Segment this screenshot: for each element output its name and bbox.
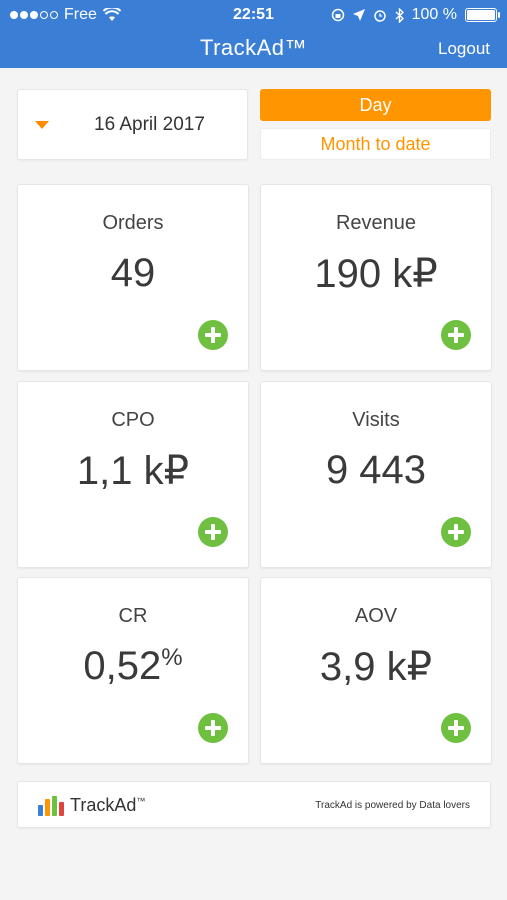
- status-right: 100 %: [331, 6, 500, 24]
- metric-value: 1,1 k₽: [76, 449, 190, 493]
- metric-value-wrap: 0,52%: [18, 644, 248, 689]
- alarm-icon: [373, 10, 386, 22]
- status-bar: Free 22:51 100 %: [0, 0, 507, 30]
- metric-value: 9 443: [325, 448, 427, 492]
- trackad-logo: TrackAd™: [38, 795, 145, 816]
- footer-brand-tm: ™: [136, 796, 146, 806]
- metric-label: CR: [118, 605, 148, 627]
- app-header: Free 22:51 100 %: [0, 0, 507, 68]
- metric-card-cr: CR 0,52%: [17, 577, 249, 764]
- day-button[interactable]: Day: [260, 89, 491, 121]
- date-picker[interactable]: 16 April 2017: [17, 89, 248, 160]
- battery-percent: 100 %: [411, 6, 457, 23]
- footer-banner: TrackAd™ TrackAd is powered by Data love…: [17, 781, 491, 828]
- metric-card-visits: Visits 9 443: [260, 381, 492, 568]
- metric-value: 0,52: [83, 644, 162, 688]
- powered-by-text: TrackAd is powered by Data lovers: [315, 800, 470, 811]
- status-time: 22:51: [233, 6, 274, 23]
- bluetooth-icon: [395, 7, 404, 23]
- rotation-lock-icon: [331, 8, 344, 22]
- wifi-icon: [102, 8, 121, 21]
- status-left: Free: [10, 6, 121, 24]
- plus-circle-icon[interactable]: [198, 517, 228, 547]
- logout-button[interactable]: Logout: [438, 39, 490, 58]
- caret-down-icon: [35, 121, 49, 129]
- metric-value: 3,9 k₽: [319, 645, 433, 689]
- plus-circle-icon[interactable]: [198, 320, 228, 350]
- location-arrow-icon: [352, 9, 365, 21]
- plus-circle-icon[interactable]: [441, 713, 471, 743]
- selected-date: 16 April 2017: [94, 114, 205, 135]
- metric-label: CPO: [111, 409, 155, 431]
- metric-value: 49: [110, 251, 156, 295]
- battery-icon: [465, 8, 500, 22]
- plus-circle-icon[interactable]: [198, 713, 228, 743]
- metric-label: Orders: [102, 212, 164, 234]
- metric-value: 190 k₽: [314, 252, 438, 296]
- footer-brand: TrackAd™: [70, 795, 145, 816]
- metric-card-cpo: CPO 1,1 k₽: [17, 381, 249, 568]
- metric-label: Revenue: [335, 212, 417, 234]
- signal-icon: [10, 11, 58, 19]
- month-to-date-button[interactable]: Month to date: [260, 128, 491, 160]
- metric-card-orders: Orders 49: [17, 184, 249, 371]
- plus-circle-icon[interactable]: [441, 320, 471, 350]
- metric-label: AOV: [354, 605, 398, 627]
- app-title: TrackAd™: [199, 35, 308, 60]
- carrier-name: Free: [64, 6, 97, 23]
- footer-brand-text: TrackAd: [70, 795, 137, 815]
- bar-chart-logo-icon: [38, 796, 64, 816]
- metric-card-revenue: Revenue 190 k₽: [260, 184, 492, 371]
- metric-label: Visits: [352, 409, 400, 431]
- metric-card-aov: AOV 3,9 k₽: [260, 577, 492, 764]
- plus-circle-icon[interactable]: [441, 517, 471, 547]
- percent-suffix: %: [161, 644, 183, 671]
